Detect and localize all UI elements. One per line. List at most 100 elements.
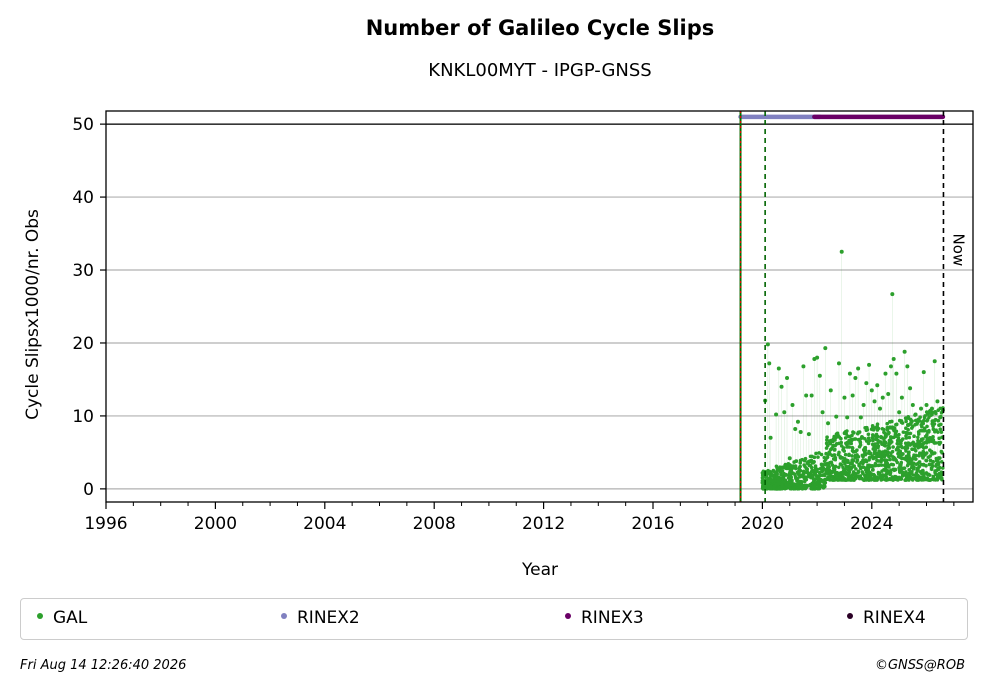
gal-point: [934, 456, 939, 461]
gal-point: [878, 454, 882, 459]
gal-point: [850, 393, 855, 398]
gal-point: [927, 410, 932, 415]
x-tick-label: 2000: [194, 514, 237, 534]
gal-point: [892, 455, 896, 460]
gal-point: [813, 485, 817, 489]
gal-point: [783, 462, 788, 467]
legend-marker-rinex2: [281, 613, 287, 619]
y-axis-label: Cycle Slipsx1000/nr. Obs: [23, 209, 43, 420]
gal-point: [875, 383, 880, 388]
gal-point: [902, 349, 907, 354]
footer-timestamp: Fri Aug 14 12:26:40 2026: [20, 658, 187, 673]
gal-point: [882, 458, 887, 462]
gal-point: [893, 430, 898, 435]
gal-point: [786, 465, 791, 470]
gal-point: [875, 451, 880, 456]
gal-point: [928, 458, 933, 463]
gal-point: [923, 476, 928, 480]
gal-point: [787, 478, 792, 483]
gal-point: [852, 430, 856, 435]
gal-point: [770, 474, 775, 478]
legend-item-rinex3: RINEX3: [565, 607, 644, 629]
gal-point: [920, 454, 925, 458]
gal-point: [897, 418, 902, 423]
gal-point: [860, 470, 865, 474]
gal-point: [904, 419, 908, 424]
gal-point: [893, 474, 897, 479]
gal-point: [898, 465, 903, 470]
legend-label-gal: GAL: [53, 608, 88, 628]
gal-point: [882, 473, 887, 478]
gal-point: [848, 467, 852, 471]
gal-point: [904, 449, 908, 453]
gal-point: [819, 452, 824, 457]
legend-label-rinex3: RINEX3: [581, 608, 644, 628]
gal-point: [921, 462, 926, 467]
gal-point: [847, 452, 851, 457]
gal-point: [826, 421, 831, 426]
gal-point: [911, 461, 916, 465]
gal-point: [879, 435, 883, 440]
gal-point: [852, 437, 857, 441]
gal-point: [864, 475, 868, 480]
gal-point: [935, 399, 940, 404]
gal-point: [816, 486, 820, 491]
gal-point: [888, 477, 893, 482]
gal-point: [910, 469, 914, 474]
gal-point: [793, 464, 798, 468]
gal-point: [796, 480, 801, 484]
gal-point: [909, 441, 914, 446]
x-tick-label: 2008: [413, 514, 456, 534]
gal-point: [939, 476, 944, 480]
gal-point: [832, 448, 837, 452]
gal-point: [789, 475, 794, 480]
gal-point: [916, 461, 921, 466]
gal-point: [921, 468, 925, 473]
gal-point: [880, 442, 884, 446]
gal-point: [772, 487, 777, 491]
gal-point: [896, 451, 901, 455]
gal-point: [846, 434, 850, 439]
gal-point: [776, 366, 781, 371]
gal-point: [787, 472, 792, 477]
gal-point: [767, 469, 772, 474]
gal-point: [870, 463, 874, 468]
gal-point: [827, 450, 831, 455]
gal-point: [884, 478, 889, 482]
gal-point: [892, 468, 897, 473]
gal-point: [920, 444, 925, 449]
gal-point: [927, 430, 931, 434]
y-tick-label: 30: [72, 261, 94, 281]
gal-point: [913, 448, 918, 453]
gal-point: [829, 460, 834, 465]
gal-point: [896, 445, 901, 449]
gal-point: [924, 402, 929, 407]
gal-point: [886, 450, 890, 454]
gal-point: [897, 410, 902, 415]
gal-point: [910, 447, 914, 452]
gal-point: [795, 419, 800, 424]
gal-point: [906, 451, 911, 456]
gal-point: [854, 476, 858, 481]
gal-point: [905, 463, 910, 468]
legend-marker-gal: [37, 613, 43, 619]
gal-point: [913, 422, 917, 427]
gal-point: [822, 455, 827, 460]
gal-point: [883, 469, 888, 473]
gal-point: [848, 461, 853, 466]
gal-point: [895, 460, 900, 465]
gal-point: [878, 406, 883, 411]
chart-title: Number of Galileo Cycle Slips: [365, 16, 715, 40]
plot-frame: [105, 110, 974, 503]
gal-point: [875, 424, 879, 429]
gal-point: [918, 428, 923, 433]
gal-point: [779, 384, 784, 389]
gal-point: [834, 414, 839, 419]
gal-point: [839, 436, 843, 441]
gal-point: [798, 461, 803, 465]
gal-point: [834, 474, 839, 479]
gal-point: [916, 466, 920, 471]
gal-point: [924, 439, 929, 444]
gal-point: [906, 431, 911, 436]
gal-point: [922, 418, 926, 423]
